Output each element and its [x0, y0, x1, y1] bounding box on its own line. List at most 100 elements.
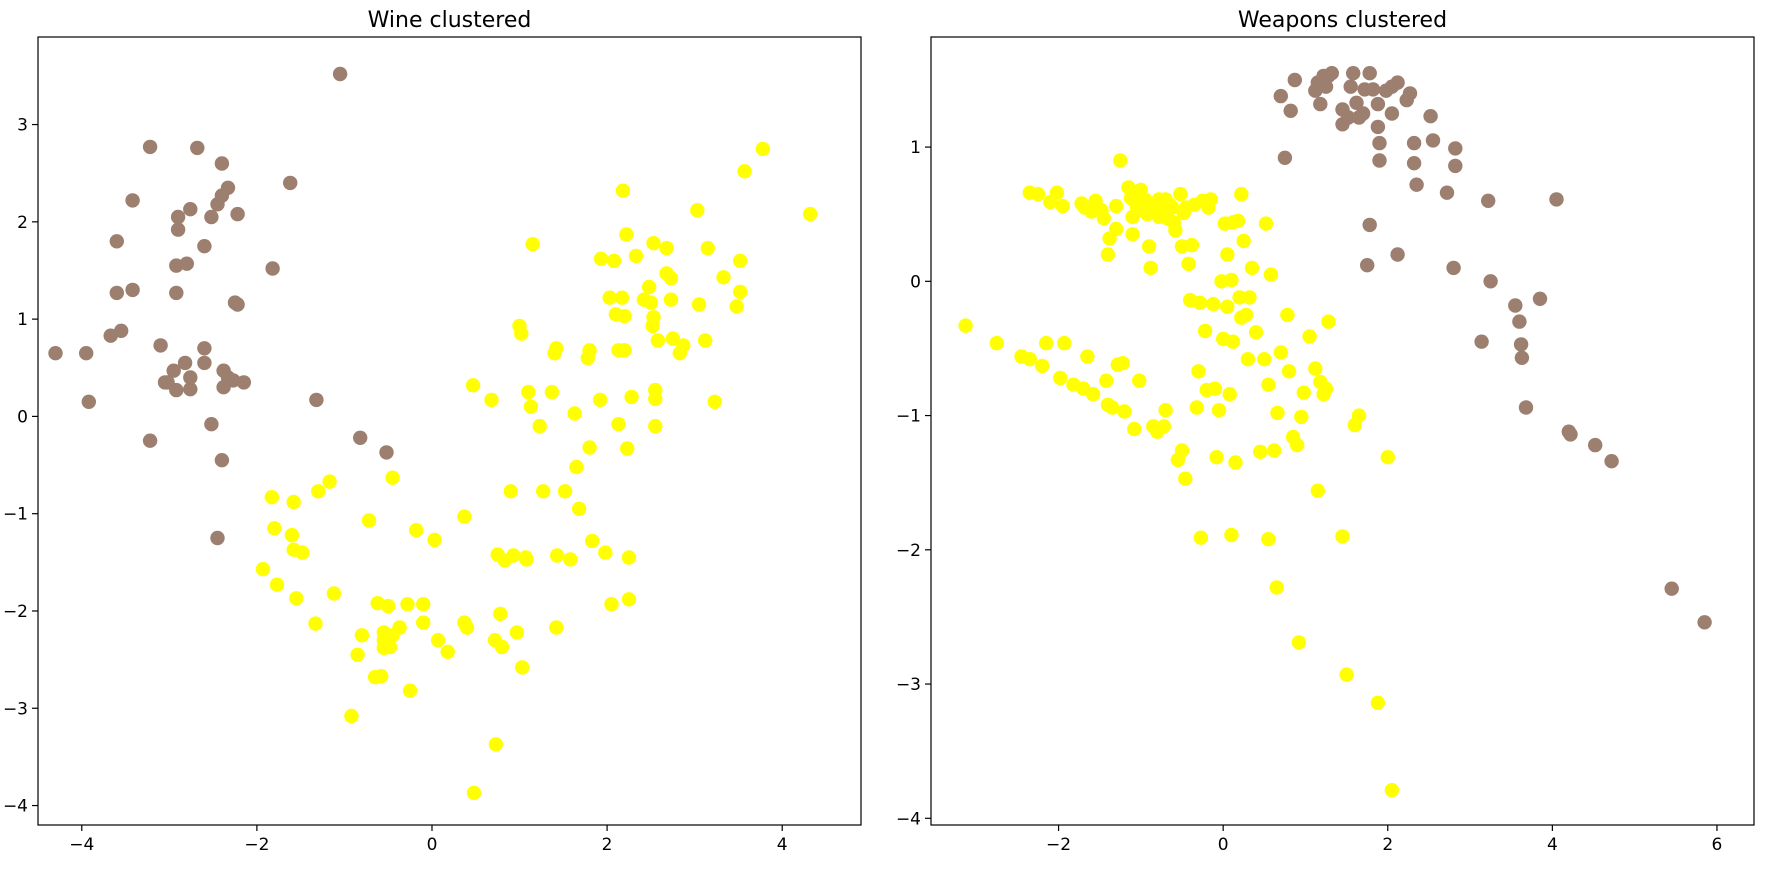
scatter-point [1057, 335, 1072, 351]
scatter-point [698, 333, 713, 348]
scatter-point [1143, 260, 1158, 276]
scatter-point [544, 384, 560, 400]
scatter-point [1423, 109, 1438, 124]
scatter-point [488, 737, 504, 752]
scatter-point [361, 513, 377, 528]
scatter-point [1184, 237, 1200, 253]
scatter-point [204, 209, 219, 225]
scatter-point [571, 501, 587, 516]
scatter-point [1362, 217, 1377, 233]
scatter-point [169, 382, 184, 398]
scatter-point [617, 309, 632, 324]
scatter-point [109, 234, 125, 249]
scatter-point [1360, 258, 1375, 273]
scatter-point [1380, 450, 1396, 465]
scatter-point [350, 647, 365, 662]
scatter-point [628, 248, 644, 264]
scatter-point [665, 331, 680, 346]
scatter-point [210, 530, 225, 546]
scatter-point [1513, 337, 1529, 352]
scatter-point [1296, 385, 1312, 400]
scatter-point [1384, 106, 1400, 121]
scatter-point [353, 430, 368, 445]
scatter-point [1137, 192, 1153, 207]
scatter-point [283, 175, 298, 191]
scatter-point [79, 346, 94, 361]
y-tick-label: −1 [3, 505, 28, 525]
scatter-point [220, 180, 236, 195]
scatter-point [465, 378, 481, 393]
scatter-point [1269, 580, 1284, 595]
scatter-point [1390, 75, 1405, 90]
scatter-point [582, 343, 597, 358]
scatter-point [648, 382, 663, 398]
scatter-point [1115, 356, 1131, 371]
scatter-point [430, 633, 446, 648]
scatter-point [1207, 381, 1223, 396]
scatter-point [563, 552, 578, 567]
scatter-point [1203, 192, 1219, 207]
scatter-point [1228, 455, 1243, 470]
scatter-point [650, 333, 666, 348]
y-tick-label: 0 [910, 272, 921, 292]
scatter-point [1351, 408, 1367, 423]
scatter-point [214, 453, 230, 468]
scatter-point [153, 338, 168, 353]
scatter-point [1053, 370, 1068, 386]
scatter-point [648, 418, 663, 434]
scatter-point [525, 237, 540, 252]
scatter-point [197, 341, 212, 356]
scatter-point [676, 338, 691, 353]
scatter-point [493, 606, 508, 622]
scatter-point [1481, 193, 1496, 208]
points-group [958, 66, 1712, 798]
x-tick-label: 0 [1218, 835, 1229, 855]
scatter-point [593, 251, 609, 266]
scatter-point [536, 484, 551, 499]
scatter-point [1390, 247, 1405, 262]
chart-title: Weapons clustered [1238, 8, 1447, 33]
scatter-point [1339, 667, 1354, 682]
scatter-point [197, 355, 212, 371]
scatter-point [557, 484, 573, 499]
scatter-point [1104, 400, 1120, 415]
scatter-point [716, 270, 731, 285]
scatter-point [989, 335, 1004, 351]
scatter-point [1355, 106, 1371, 121]
scatter-point [611, 417, 626, 432]
scatter-point [1209, 450, 1224, 465]
scatter-point [264, 490, 279, 505]
scatter-point [1277, 150, 1293, 165]
scatter-point [1225, 334, 1241, 349]
scatter-point [166, 363, 181, 378]
scatter-point [236, 375, 251, 390]
scatter-point [1242, 290, 1257, 305]
points-group [48, 66, 818, 801]
scatter-point [1549, 192, 1564, 207]
scatter-point [1125, 227, 1140, 242]
scatter-point [691, 297, 707, 312]
scatter-point [125, 282, 140, 298]
scatter-point [1406, 135, 1422, 151]
scatter-point [1518, 400, 1534, 415]
scatter-point [621, 550, 637, 565]
scatter-point [1222, 386, 1237, 402]
plot-frame [930, 36, 1755, 826]
scatter-point [374, 669, 389, 684]
scatter-point [550, 548, 565, 563]
scatter-point [494, 639, 510, 655]
scatter-point [615, 183, 631, 198]
scatter-point [183, 370, 198, 385]
scatter-point [1261, 377, 1276, 392]
scatter-point [1030, 186, 1046, 202]
scatter-point [230, 206, 245, 222]
scatter-point [183, 382, 198, 397]
scatter-point [1563, 427, 1578, 442]
scatter-point [1409, 177, 1424, 192]
scatter-point [521, 384, 536, 400]
scatter-point [1080, 349, 1095, 364]
scatter-point [1220, 299, 1235, 314]
scatter-point [381, 598, 396, 614]
scatter-point [169, 285, 184, 301]
